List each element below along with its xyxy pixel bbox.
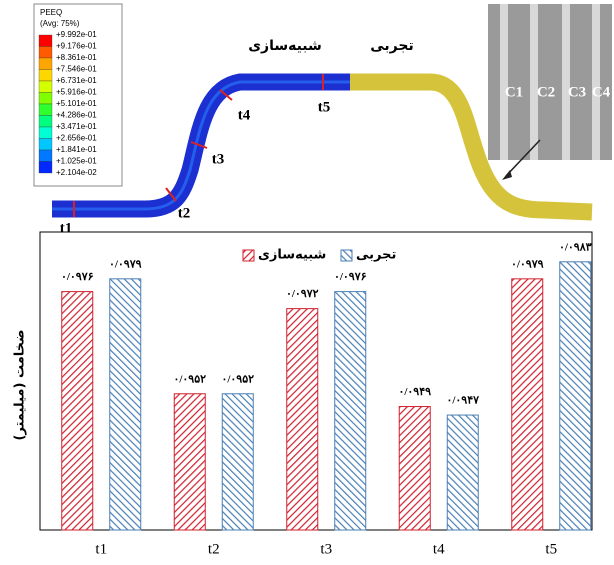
value-label: ۰/۰۹۷۶ xyxy=(61,271,94,283)
y-axis-label: ضخامت (میلیمتر) xyxy=(13,329,28,440)
simulation-label: شبیه‌سازی xyxy=(248,38,322,54)
contour-level: +5.916e-01 xyxy=(56,88,97,97)
contour-level: +6.731e-01 xyxy=(56,76,97,85)
value-label: ۰/۰۹۵۲ xyxy=(221,373,254,385)
contour-level: +3.471e-01 xyxy=(56,122,97,131)
value-label: ۰/۰۹۴۷ xyxy=(446,395,479,407)
contour-level: +2.656e-01 xyxy=(56,134,97,143)
contour-level: +5.101e-01 xyxy=(56,99,97,108)
contour-swatch xyxy=(39,139,52,151)
value-label: ۰/۰۹۷۲ xyxy=(286,288,319,300)
experiment-label: تجربی xyxy=(370,38,413,54)
bar xyxy=(399,407,430,530)
legend-swatch xyxy=(243,250,254,261)
contour-swatch xyxy=(39,93,52,105)
contour-level: +4.286e-01 xyxy=(56,111,97,120)
image-label: C3 xyxy=(568,84,586,100)
x-tick-label: t1 xyxy=(95,541,107,557)
bar xyxy=(335,292,366,530)
section-label: t1 xyxy=(60,220,73,236)
contour-subtitle: (Avg: 75%) xyxy=(40,19,80,28)
contour-swatch xyxy=(39,58,52,70)
contour-level: +9.992e-01 xyxy=(56,30,97,39)
contour-level: +2.104e-02 xyxy=(56,168,97,177)
value-label: ۰/۰۹۷۹ xyxy=(511,258,544,270)
value-label: ۰/۰۹۸۳ xyxy=(559,241,592,253)
contour-level: +8.361e-01 xyxy=(56,53,97,62)
image-label: C1 xyxy=(505,84,523,100)
bar xyxy=(560,262,591,530)
contour-swatch xyxy=(39,127,52,139)
x-tick-label: t5 xyxy=(545,541,557,557)
section-label: t5 xyxy=(318,99,331,115)
section-label: t2 xyxy=(178,205,191,221)
x-tick-label: t3 xyxy=(320,541,332,557)
value-label: ۰/۰۹۵۲ xyxy=(173,373,206,385)
legend-swatch xyxy=(341,250,352,261)
image-label: C4 xyxy=(592,84,611,100)
contour-swatch xyxy=(39,162,52,174)
contour-swatch xyxy=(39,47,52,59)
contour-swatch xyxy=(39,81,52,93)
section-label: t4 xyxy=(238,107,251,123)
legend-label: تجربی xyxy=(356,248,396,263)
value-label: ۰/۰۹۷۹ xyxy=(109,258,142,270)
value-label: ۰/۰۹۷۶ xyxy=(334,271,367,283)
section-label: t3 xyxy=(212,151,225,167)
bar xyxy=(62,292,93,530)
bar xyxy=(110,279,141,530)
bar xyxy=(174,394,205,530)
contour-swatch xyxy=(39,116,52,128)
x-tick-label: t2 xyxy=(208,541,220,557)
figure: PEEQ (Avg: 75%) تجربی شبیه‌سازی ضخامت (م… xyxy=(0,0,614,565)
legend-label: شبیه‌سازی xyxy=(258,248,326,263)
image-label: C2 xyxy=(537,84,555,100)
x-tick-label: t4 xyxy=(433,541,445,557)
contour-swatch xyxy=(39,70,52,82)
bar xyxy=(287,309,318,530)
contour-swatch xyxy=(39,150,52,162)
value-label: ۰/۰۹۴۹ xyxy=(398,386,431,398)
contour-swatch xyxy=(39,35,52,47)
contour-swatch xyxy=(39,104,52,116)
contour-level: +1.025e-01 xyxy=(56,157,97,166)
bar xyxy=(447,415,478,530)
contour-level: +7.546e-01 xyxy=(56,65,97,74)
contour-level: +1.841e-01 xyxy=(56,145,97,154)
bar xyxy=(512,279,543,530)
contour-level: +9.176e-01 xyxy=(56,42,97,51)
contour-title: PEEQ xyxy=(40,8,62,17)
bar xyxy=(222,394,253,530)
